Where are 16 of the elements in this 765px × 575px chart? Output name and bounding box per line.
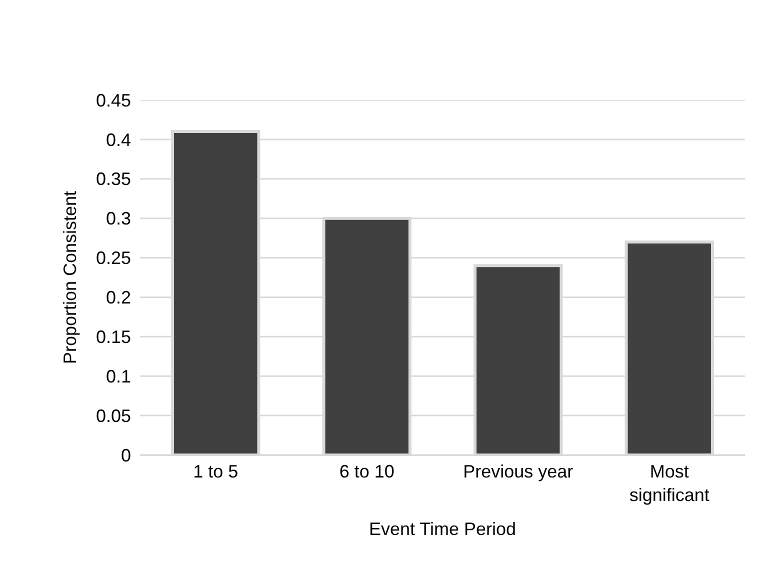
y-axis-title: Proportion Consistent (60, 190, 80, 364)
y-tick-label: 0.25 (96, 248, 131, 268)
y-tick-label: 0.35 (96, 169, 131, 190)
y-tick-label: 0.2 (106, 288, 131, 308)
x-tick-label: Previous year (463, 462, 574, 482)
y-tick-label: 0.45 (96, 90, 131, 110)
y-tick-label: 0.4 (106, 130, 131, 150)
x-tick-label: 6 to 10 (339, 462, 394, 482)
y-tick-label: 0.15 (96, 326, 131, 347)
y-tick-label: 0.05 (96, 406, 131, 426)
y-tick-label: 0.1 (106, 366, 131, 386)
x-axis-title: Event Time Period (368, 519, 516, 540)
y-tick-label: 0 (120, 445, 131, 466)
x-tick-label: Most significant (629, 462, 710, 505)
x-tick-label: 1 to 5 (193, 462, 238, 482)
y-tick-label: 0.3 (106, 208, 131, 229)
